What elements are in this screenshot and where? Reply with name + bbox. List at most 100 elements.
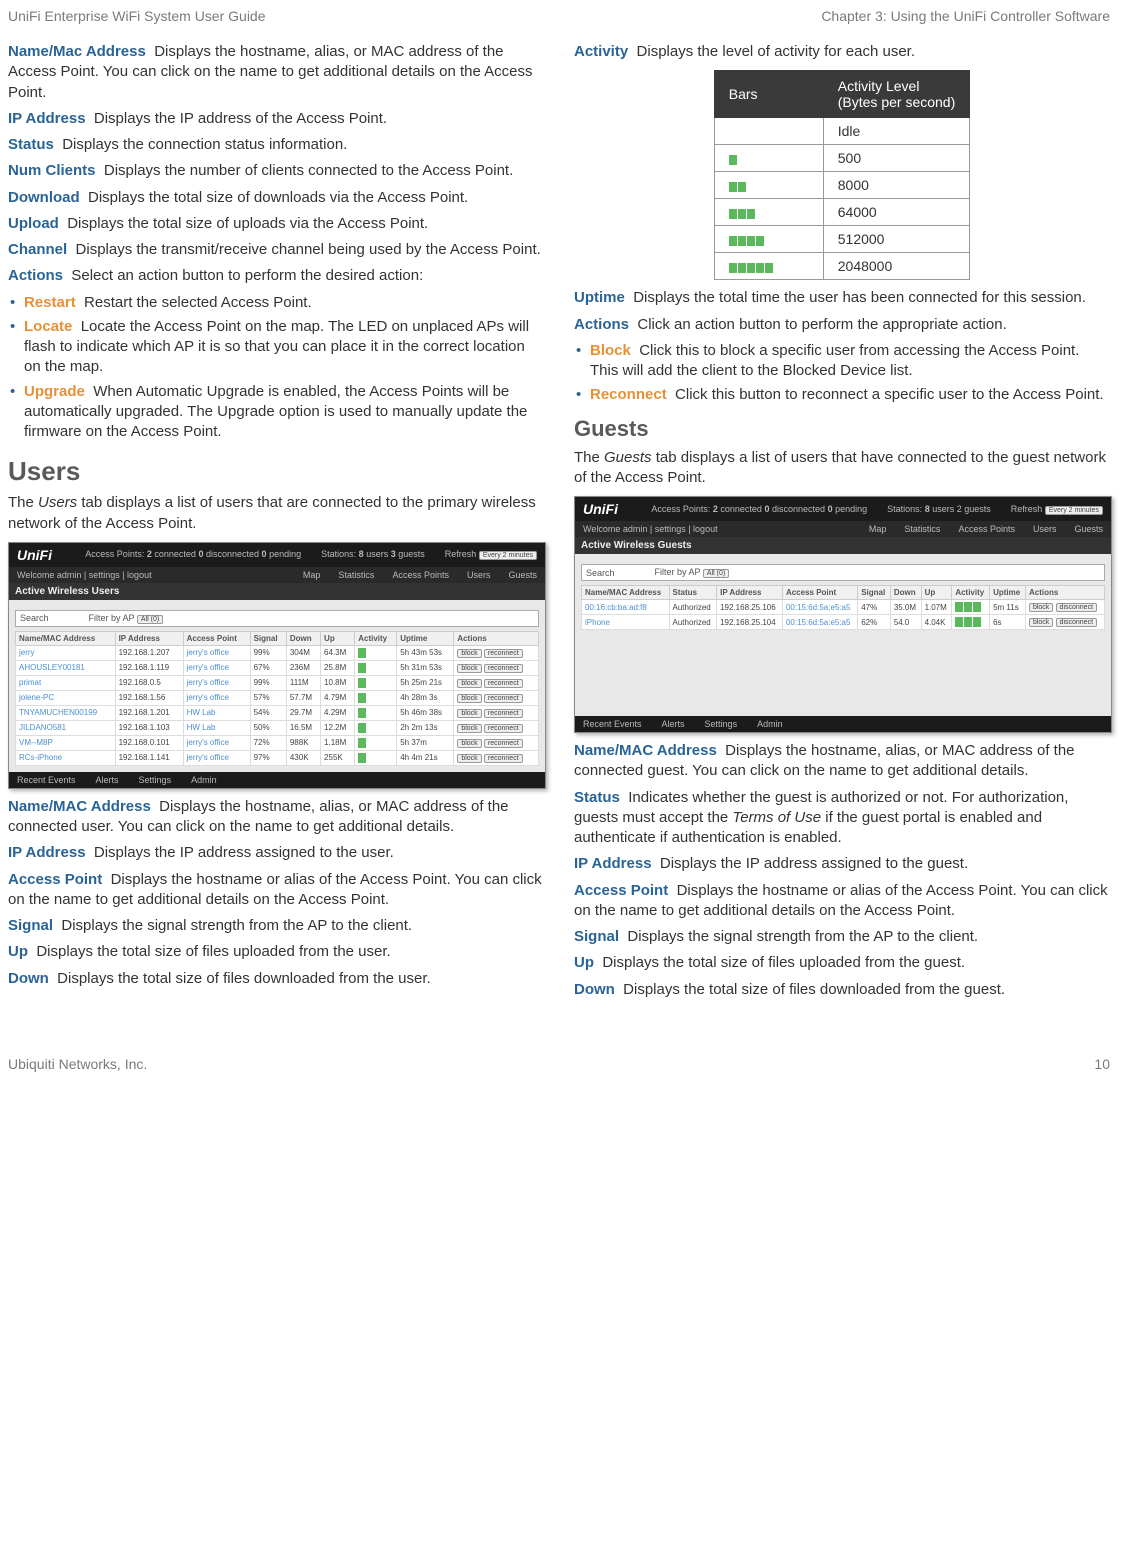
- footer-settings[interactable]: Settings: [139, 775, 172, 785]
- filter-label: Filter by AP: [89, 613, 135, 623]
- g-tab-users[interactable]: Users: [1033, 524, 1057, 534]
- footer-admin[interactable]: Admin: [191, 775, 217, 785]
- activity-table: Bars Activity Level (Bytes per second) I…: [714, 70, 971, 280]
- footer-alerts[interactable]: Alerts: [96, 775, 119, 785]
- term-upload: Upload: [8, 215, 59, 232]
- g-interval[interactable]: Every 2 minutes: [1045, 506, 1103, 515]
- g-refresh: Refresh: [1011, 504, 1043, 514]
- g-footer-alerts[interactable]: Alerts: [662, 719, 685, 729]
- col-up: Up: [321, 631, 355, 645]
- ap-pend: 0: [262, 549, 267, 559]
- g-footer-settings[interactable]: Settings: [705, 719, 738, 729]
- g-col-ap: Access Point: [782, 586, 857, 600]
- g-col-status: Status: [669, 586, 717, 600]
- g-term-ap: Access Point: [574, 882, 668, 899]
- g-tab-map[interactable]: Map: [869, 524, 887, 534]
- g-term-name: Name/MAC Address: [574, 742, 717, 759]
- g-footer-recent[interactable]: Recent Events: [583, 719, 642, 729]
- g-filter-val[interactable]: All (0): [703, 569, 729, 578]
- g-col-actions: Actions: [1025, 586, 1104, 600]
- table-row: AHOUSLEY00181192.168.1.119jerry's office…: [16, 660, 539, 675]
- term-status: Status: [8, 136, 54, 153]
- u-desc-down: Displays the total size of files downloa…: [57, 970, 431, 987]
- st-guests-sub: guests: [398, 549, 425, 559]
- footer-left: Ubiquiti Networks, Inc.: [8, 1056, 147, 1072]
- term-actions: Actions: [8, 267, 63, 284]
- g-st-guests-sub: guests: [964, 504, 991, 514]
- g-desc-down: Displays the total size of files downloa…: [623, 981, 1005, 998]
- desc-actions: Select an action button to perform the d…: [71, 267, 423, 284]
- activity-row: 500: [714, 145, 970, 172]
- refresh-label: Refresh: [445, 549, 477, 559]
- col-signal: Signal: [250, 631, 286, 645]
- g-logo: UniFi: [583, 501, 618, 517]
- welcome-text: Welcome admin | settings | logout: [17, 570, 152, 580]
- users-table: Name/MAC Address IP Address Access Point…: [15, 631, 539, 766]
- heading-guests: Guests: [574, 416, 1110, 442]
- u-term-name: Name/MAC Address: [8, 798, 151, 815]
- tab-aps[interactable]: Access Points: [392, 570, 449, 580]
- subterm-upgrade: Upgrade: [24, 383, 85, 400]
- g-col-ip: IP Address: [717, 586, 783, 600]
- g-col-down: Down: [890, 586, 921, 600]
- g-col-activity: Activity: [952, 586, 990, 600]
- guests-intro-post: tab displays a list of users that have c…: [574, 449, 1106, 486]
- r-term-actions: Actions: [574, 316, 629, 333]
- r-desc-actions: Click an action button to perform the ap…: [637, 316, 1006, 333]
- g-ap-pend: 0: [828, 504, 833, 514]
- table-row: VM--M8P192.168.0.101jerry's office72%988…: [16, 735, 539, 750]
- act-h-bars: Bars: [714, 71, 823, 118]
- st-users: 8: [359, 549, 364, 559]
- u-desc-signal: Displays the signal strength from the AP…: [61, 917, 412, 934]
- g-ap-conn: 2: [713, 504, 718, 514]
- tab-map[interactable]: Map: [303, 570, 321, 580]
- desc-upgrade: When Automatic Upgrade is enabled, the A…: [24, 383, 527, 441]
- u-desc-ip: Displays the IP address assigned to the …: [94, 844, 394, 861]
- r-term-uptime: Uptime: [574, 289, 625, 306]
- panel-title-users: Active Wireless Users: [9, 583, 545, 600]
- r-desc-activity: Displays the level of activity for each …: [637, 43, 915, 60]
- g-st-users-sub: users: [932, 504, 954, 514]
- g-col-signal: Signal: [858, 586, 891, 600]
- g-tab-aps[interactable]: Access Points: [958, 524, 1015, 534]
- tab-guests[interactable]: Guests: [508, 570, 537, 580]
- table-row: jolene-PC192.168.1.56jerry's office57%57…: [16, 690, 539, 705]
- filter-value[interactable]: All (0): [137, 615, 163, 624]
- u-term-ap: Access Point: [8, 871, 102, 888]
- term-numclients: Num Clients: [8, 162, 96, 179]
- g-footer-admin[interactable]: Admin: [757, 719, 783, 729]
- activity-row: Idle: [714, 118, 970, 145]
- tab-stats[interactable]: Statistics: [338, 570, 374, 580]
- ap-connected: 2: [147, 549, 152, 559]
- subterm-locate: Locate: [24, 318, 72, 335]
- g-col-name: Name/MAC Address: [582, 586, 670, 600]
- col-actions: Actions: [454, 631, 539, 645]
- refresh-interval[interactable]: Every 2 minutes: [479, 551, 537, 560]
- st-label: Stations:: [321, 549, 356, 559]
- table-row: jerry192.168.1.207jerry's office99%304M6…: [16, 645, 539, 660]
- subterm-reconnect: Reconnect: [590, 386, 667, 403]
- g-st-users: 8: [925, 504, 930, 514]
- g-desc-ip: Displays the IP address assigned to the …: [660, 855, 968, 872]
- g-term-status: Status: [574, 789, 620, 806]
- desc-numclients: Displays the number of clients connected…: [104, 162, 513, 179]
- g-desc-signal: Displays the signal strength from the AP…: [627, 928, 978, 945]
- desc-restart: Restart the selected Access Point.: [84, 294, 312, 311]
- footer-recent[interactable]: Recent Events: [17, 775, 76, 785]
- tab-users[interactable]: Users: [467, 570, 491, 580]
- g-ap-disc-sub: disconnected: [772, 504, 825, 514]
- g-tab-stats[interactable]: Statistics: [904, 524, 940, 534]
- u-term-signal: Signal: [8, 917, 53, 934]
- activity-row: 64000: [714, 199, 970, 226]
- activity-row: 512000: [714, 226, 970, 253]
- desc-block: Click this to block a specific user from…: [590, 342, 1079, 379]
- g-tab-guests[interactable]: Guests: [1074, 524, 1103, 534]
- logo: UniFi: [17, 547, 52, 563]
- guests-table: Name/MAC Address Status IP Address Acces…: [581, 585, 1105, 630]
- ap-connected-sub: connected: [154, 549, 196, 559]
- st-guests: 3: [391, 549, 396, 559]
- table-row: iPhoneAuthorized192.168.25.10400:15:6d:5…: [582, 615, 1105, 630]
- g-ap-disc: 0: [764, 504, 769, 514]
- g-term-signal: Signal: [574, 928, 619, 945]
- g-term-down: Down: [574, 981, 615, 998]
